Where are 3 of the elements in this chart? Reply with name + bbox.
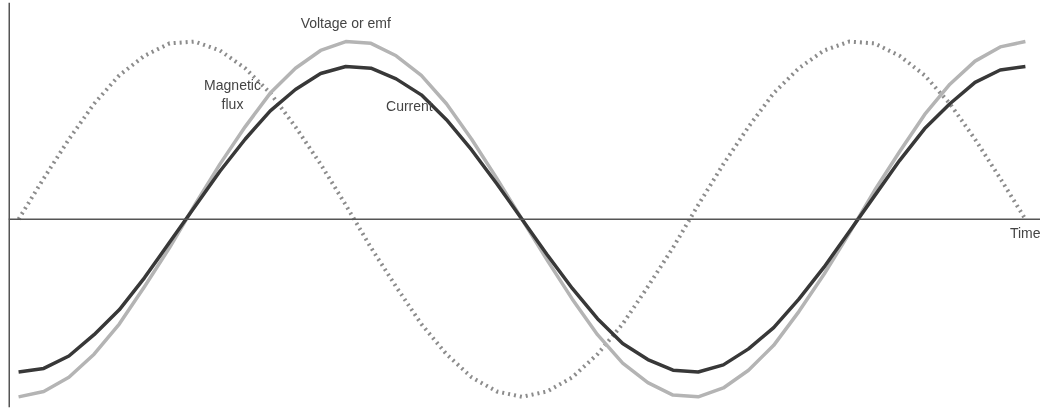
series-label: Voltage or emf — [300, 14, 392, 31]
series-label: Magnetic flux — [204, 77, 261, 113]
x-axis-title: Time — [1009, 225, 1040, 242]
